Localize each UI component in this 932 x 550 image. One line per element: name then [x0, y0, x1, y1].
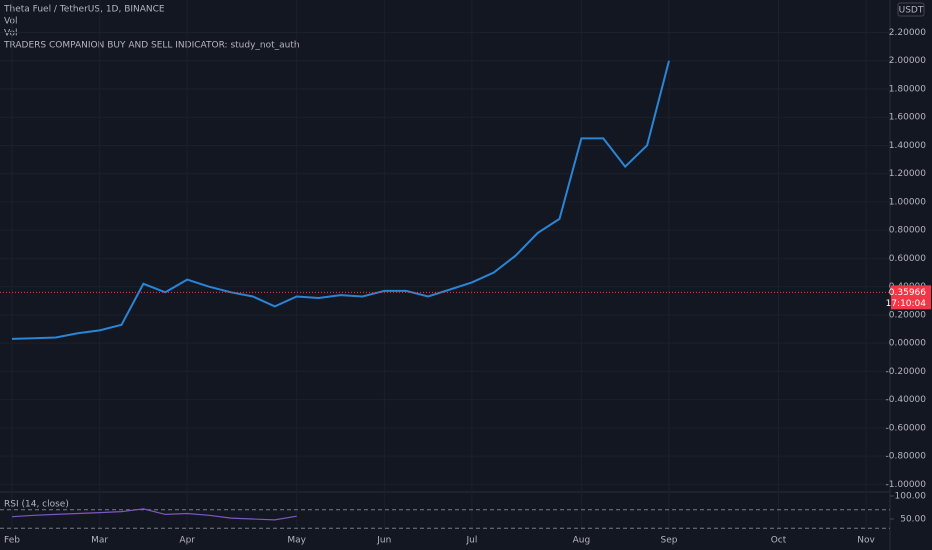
y-tick-label: 1.00000 [889, 197, 926, 207]
y-tick-label: 0.20000 [889, 310, 926, 320]
x-tick-label: Nov [857, 536, 875, 546]
y-tick-label: 2.00000 [889, 56, 926, 66]
y-tick-label: 100.00 [895, 492, 927, 502]
y-tick-label: 1.60000 [889, 113, 926, 123]
y-tick-label: 50.00 [900, 515, 926, 525]
grid [0, 0, 890, 530]
last-price-label: 0.35966 [889, 288, 926, 298]
currency-label[interactable]: USDT [899, 6, 924, 16]
last-price-box [891, 285, 931, 310]
series-line [11, 508, 297, 521]
indicator-label: TRADERS COMPANION BUY AND SELL INDICATOR… [3, 41, 300, 51]
indicator-label: Vol [4, 29, 17, 39]
indicator-title: RSI (14, close) [4, 500, 69, 510]
x-tick-label: Jul [465, 536, 477, 546]
y-tick-label: 1.20000 [889, 169, 926, 179]
y-tick-label: 0.60000 [889, 254, 926, 264]
x-tick-label: May [287, 536, 306, 546]
x-tick-label: Feb [4, 536, 20, 546]
chart-title: Theta Fuel / TetherUS, 1D, BINANCE [3, 5, 165, 15]
y-tick-label: 1.80000 [889, 84, 926, 94]
y-tick-label: 0.00000 [889, 339, 926, 349]
y-tick-label: 2.20000 [889, 28, 926, 38]
y-tick-label: -0.40000 [886, 395, 927, 405]
y-tick-label: -0.60000 [886, 423, 927, 433]
x-tick-label: Aug [573, 536, 591, 546]
indicator-label: Vol [4, 17, 17, 27]
x-tick-label: Oct [771, 536, 787, 546]
currency-button[interactable] [897, 2, 925, 17]
x-tick-label: Jun [376, 536, 391, 546]
x-tick-label: Mar [91, 536, 108, 546]
countdown-label: 17:10:04 [886, 299, 927, 309]
y-tick-label: -0.20000 [886, 367, 927, 377]
x-tick-label: Sep [661, 536, 678, 546]
series-line [11, 60, 670, 340]
y-tick-label: -0.80000 [886, 452, 927, 462]
y-tick-label: -1.00000 [886, 480, 927, 490]
y-tick-label: 1.40000 [889, 141, 926, 151]
y-tick-label: 0.80000 [889, 226, 926, 236]
x-tick-label: Apr [179, 536, 195, 546]
